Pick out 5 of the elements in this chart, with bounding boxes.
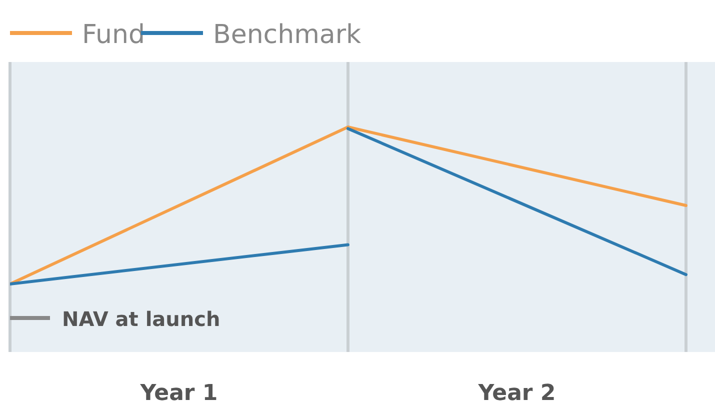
- text: Year 2: [477, 381, 556, 406]
- legend-label: Fund: [82, 20, 145, 50]
- text: NAV at launch: [62, 307, 220, 331]
- legend-label: Benchmark: [213, 20, 362, 50]
- text: Year 1: [139, 381, 218, 406]
